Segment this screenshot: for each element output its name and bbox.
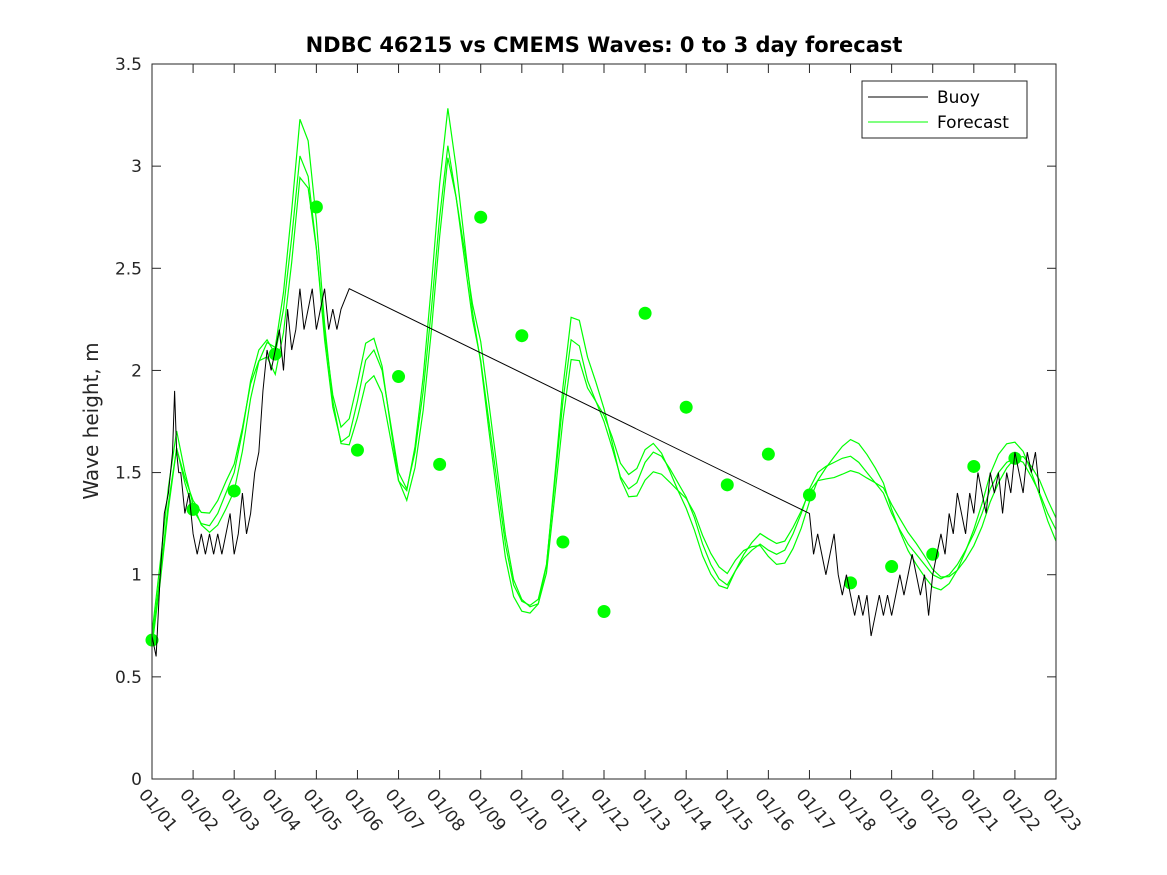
forecast-marker (268, 347, 282, 361)
x-tick-label: 01/16 (751, 785, 798, 835)
x-tick-label: 01/06 (340, 785, 387, 835)
y-axis: 0 0.5 1 1.5 2 2.5 3 3.5 (115, 55, 1056, 790)
y-tick-label: 1.5 (115, 464, 142, 484)
forecast-marker (679, 400, 693, 414)
x-tick-label: 01/11 (545, 785, 592, 835)
forecast-series (151, 108, 1057, 647)
y-tick-label: 2.5 (115, 259, 142, 279)
forecast-line-alt (151, 108, 1057, 634)
x-tick-label: 01/05 (299, 785, 346, 835)
y-tick-label: 0.5 (115, 668, 142, 688)
x-tick-label: 01/02 (175, 785, 222, 835)
y-tick-label: 3 (131, 157, 142, 177)
forecast-marker (638, 306, 652, 320)
legend-buoy-label: Buoy (937, 88, 980, 108)
x-tick-label: 01/22 (997, 785, 1044, 835)
x-tick-label: 01/03 (216, 785, 263, 835)
forecast-marker (309, 200, 323, 214)
forecast-markers (145, 200, 1022, 647)
y-tick-label: 0 (131, 770, 142, 790)
x-tick-label: 01/09 (463, 785, 510, 835)
y-tick-label: 1 (131, 566, 142, 586)
forecast-marker (227, 484, 241, 498)
x-tick-label: 01/15 (709, 785, 756, 835)
y-axis-label: Wave height, m (79, 342, 103, 499)
forecast-marker (885, 560, 899, 574)
legend-forecast-label: Forecast (937, 113, 1009, 133)
x-tick-label: 01/08 (422, 785, 469, 835)
x-tick-label: 01/18 (833, 785, 880, 835)
forecast-marker (720, 478, 734, 492)
forecast-marker (392, 370, 406, 384)
x-tick-label: 01/19 (874, 785, 921, 835)
buoy-line (151, 288, 1041, 657)
forecast-marker (597, 604, 611, 618)
forecast-marker (1008, 451, 1022, 465)
forecast-marker (556, 535, 570, 549)
x-tick-label: 01/10 (504, 785, 551, 835)
forecast-marker (350, 443, 364, 457)
legend-box (861, 80, 1028, 139)
x-tick-label: 01/01 (134, 785, 181, 835)
x-tick-label: 01/23 (1038, 785, 1085, 835)
x-tick-label: 01/14 (668, 785, 715, 835)
forecast-marker (474, 210, 488, 224)
x-tick-label: 01/20 (915, 785, 962, 835)
legend: Buoy Forecast (861, 80, 1028, 139)
y-tick-label: 2 (131, 361, 142, 381)
y-tick-label: 3.5 (115, 55, 142, 75)
chart-title: NDBC 46215 vs CMEMS Waves: 0 to 3 day fo… (306, 33, 903, 57)
forecast-marker (967, 459, 981, 473)
x-tick-label: 01/04 (257, 785, 304, 835)
forecast-line-alt (151, 157, 1057, 647)
x-tick-label: 01/12 (586, 785, 633, 835)
forecast-marker (433, 457, 447, 471)
buoy-series (151, 288, 1041, 657)
forecast-marker (761, 447, 775, 461)
forecast-marker (186, 502, 200, 516)
forecast-marker (515, 329, 529, 343)
x-tick-label: 01/13 (627, 785, 674, 835)
forecast-line (151, 145, 1057, 641)
x-tick-label: 01/17 (792, 785, 839, 835)
forecast-marker (802, 488, 816, 502)
x-tick-label: 01/21 (956, 785, 1003, 835)
x-tick-label: 01/07 (381, 785, 428, 835)
